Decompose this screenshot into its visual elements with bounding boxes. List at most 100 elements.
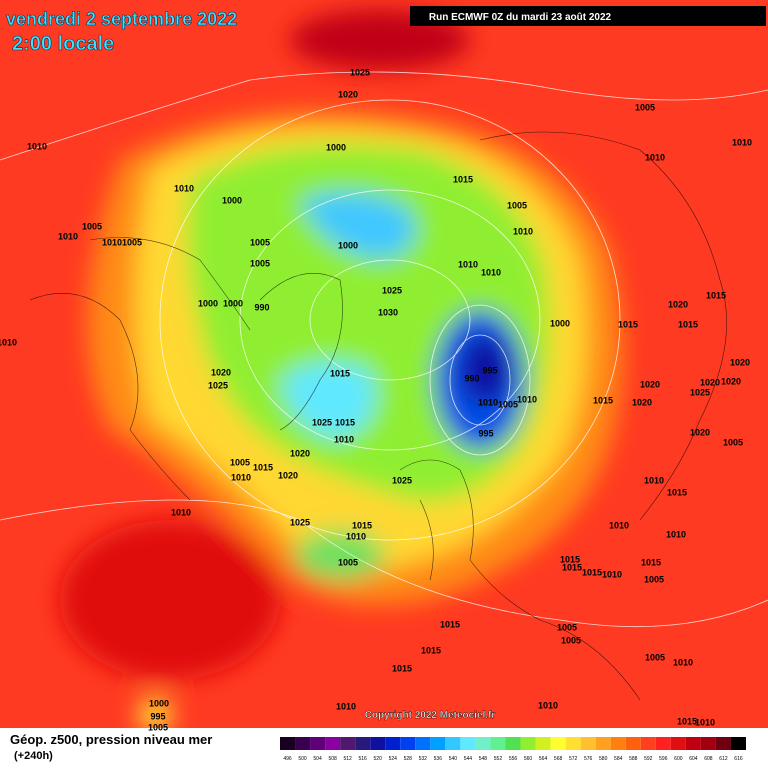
colorbar-swatch	[325, 737, 341, 750]
isobar-label: 1010	[732, 137, 752, 147]
colorbar-label: 612	[719, 756, 728, 762]
isobar-label: 1020	[640, 379, 660, 389]
isobar-label: 1010	[27, 141, 47, 151]
isobar-label: 1020	[700, 377, 720, 387]
isobar-label: 995	[478, 428, 493, 438]
isobar-label: 1010	[538, 700, 558, 710]
isobar-label: 1020	[338, 89, 358, 99]
isobar-label: 990	[254, 302, 269, 312]
isobar-label: 1015	[677, 716, 697, 726]
colorbar-swatch	[610, 737, 626, 750]
isobar-label: 1015	[667, 487, 687, 497]
isobar-label: 1000	[338, 240, 358, 250]
isobar-label: 1020	[632, 397, 652, 407]
isobar-label: 1015	[582, 567, 602, 577]
colorbar-swatch	[685, 737, 701, 750]
isobar-label: 1015	[335, 417, 355, 427]
isobar-label: 1005	[723, 437, 743, 447]
isobar-label: 995	[150, 711, 165, 721]
colorbar-label: 496	[283, 756, 292, 762]
isobar-label: 1010	[334, 434, 354, 444]
colorbar-swatch	[505, 737, 521, 750]
isobar-label: 1010	[645, 152, 665, 162]
forecast-time: 2:00 locale	[12, 33, 114, 55]
colorbar-swatch	[490, 737, 506, 750]
isobar-label: 1010	[102, 237, 122, 247]
isobar-label: 1020	[690, 427, 710, 437]
isobar-label: 1005	[644, 574, 664, 584]
isobar-label: 1000	[222, 195, 242, 205]
colorbar-label: 500	[298, 756, 307, 762]
lead-time: (+240h)	[14, 750, 53, 762]
isobar-label: 1010	[458, 259, 478, 269]
isobar-label: 1025	[312, 417, 332, 427]
isobar-label: 1015	[421, 645, 441, 655]
isobar-label: 1005	[82, 221, 102, 231]
colorbar-label: 592	[644, 756, 653, 762]
isobar-label: 1010	[666, 529, 686, 539]
isobar-label: 1015	[440, 619, 460, 629]
isobar-label: 1010	[644, 475, 664, 485]
isobar-label: 1005	[148, 722, 168, 732]
colorbar-swatch	[715, 737, 731, 750]
colorbar-label: 576	[584, 756, 593, 762]
isobar-label: 1010	[673, 657, 693, 667]
colorbar-swatch	[655, 737, 671, 750]
colorbar-swatch	[400, 737, 416, 750]
isobar-label: 1020	[721, 376, 741, 386]
colorbar-swatch	[550, 737, 566, 750]
colorbar-label: 536	[434, 756, 443, 762]
isobar-label: 1015	[562, 562, 582, 572]
isobar-label: 1025	[290, 517, 310, 527]
isobar-label: 1020	[730, 357, 750, 367]
colorbar-label: 580	[599, 756, 608, 762]
colorbar-label: 540	[449, 756, 458, 762]
colorbar-label: 572	[569, 756, 578, 762]
isobar-label: 995	[482, 365, 497, 375]
colorbar: 496 500 504 508 512 516 520 524 528 532 536 540 544 5…	[280, 737, 746, 762]
colorbar-label: 604	[689, 756, 698, 762]
isobar-label: 1010	[481, 267, 501, 277]
isobar-label: 1020	[211, 367, 231, 377]
colorbar-swatch	[730, 737, 746, 750]
isobar-label: 1000	[223, 298, 243, 308]
isobar-label: 1005	[122, 237, 142, 247]
isobar-label: 1010	[336, 701, 356, 711]
colorbar-label: 584	[614, 756, 623, 762]
colorbar-label: 556	[509, 756, 518, 762]
isobar-label: 1010	[602, 569, 622, 579]
colorbar-label: 596	[659, 756, 668, 762]
isobar-label: 1005	[250, 258, 270, 268]
run-box	[410, 6, 766, 26]
isobar-label: 1000	[326, 142, 346, 152]
isobar-label: 1010	[478, 397, 498, 407]
isobar-label: 1005	[230, 457, 250, 467]
isobar-label: 1015	[706, 290, 726, 300]
isobar-label: 1005	[635, 102, 655, 112]
coastlines	[29, 131, 727, 701]
colorbar-label: 608	[704, 756, 713, 762]
isobar-label: 1015	[678, 319, 698, 329]
colorbar-label: 504	[313, 756, 322, 762]
colorbar-swatch	[475, 737, 491, 750]
colorbar-label: 560	[524, 756, 533, 762]
isobar-label: 1000	[550, 318, 570, 328]
isobar-label: 1005	[338, 557, 358, 567]
copyright: Copyright 2022 Meteociel.fr	[365, 710, 496, 721]
isobar-label: 1015	[560, 554, 580, 564]
isobar-label: 1010	[58, 231, 78, 241]
colorbar-label: 548	[479, 756, 488, 762]
colorbar-swatch	[415, 737, 431, 750]
isobar-label: 1025	[392, 475, 412, 485]
isobar-label: 1010	[174, 183, 194, 193]
isobar-label: 1010	[346, 531, 366, 541]
isobar-label: 1000	[198, 298, 218, 308]
isobar-label: 1005	[645, 652, 665, 662]
isobar-label: 1015	[593, 395, 613, 405]
colorbar-swatch	[310, 737, 326, 750]
isobar-label: 1025	[208, 380, 228, 390]
isobar-label: 1000	[149, 698, 169, 708]
colorbar-label: 568	[554, 756, 563, 762]
colorbar-label: 520	[374, 756, 383, 762]
